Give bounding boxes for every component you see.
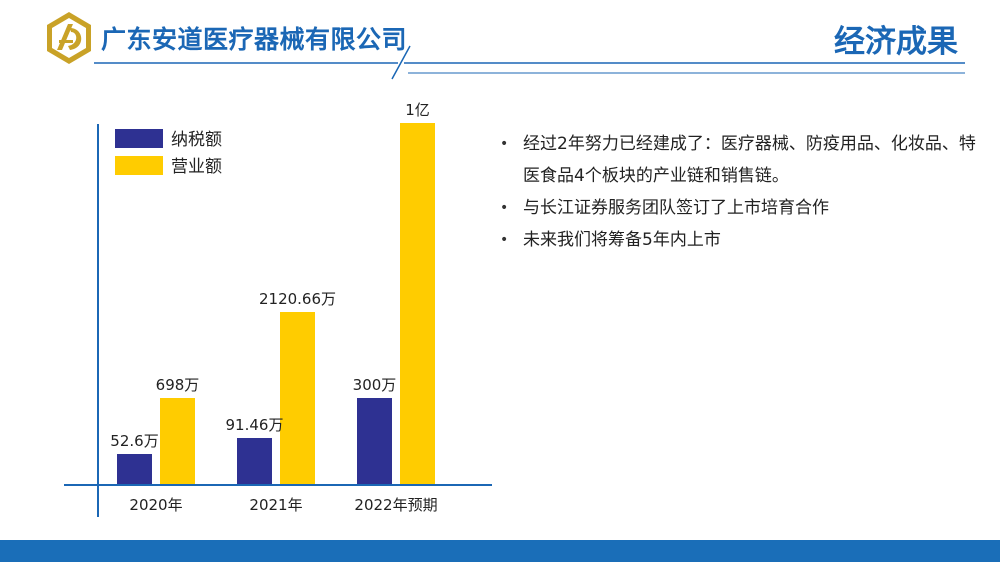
legend-swatch-tax	[115, 129, 163, 148]
data-label-revenue-0: 698万	[156, 376, 200, 394]
data-label-revenue-2: 1亿	[405, 101, 430, 119]
achievement-list: 经过2年努力已经建成了：医疗器械、防疫用品、化妆品、特医食品4个板块的产业链和销…	[498, 128, 978, 256]
legend-label-tax: 纳税额	[171, 130, 222, 150]
bar-tax-2	[357, 398, 392, 484]
bullet-item: 未来我们将筹备5年内上市	[498, 224, 978, 256]
bar-revenue-1	[280, 312, 315, 484]
bar-tax-0	[117, 454, 152, 484]
legend-swatch-revenue	[115, 156, 163, 175]
bar-tax-1	[237, 438, 272, 484]
data-label-tax-1: 91.46万	[226, 416, 284, 434]
data-label-revenue-1: 2120.66万	[259, 290, 336, 308]
x-axis-ticks: 2020年 2021年 2022年预期	[129, 496, 437, 514]
bar-revenue-2	[400, 123, 435, 484]
header-decoration	[94, 45, 965, 80]
bullet-item: 与长江证券服务团队签订了上市培育合作	[498, 192, 978, 224]
bar-revenue-0	[160, 398, 195, 484]
x-tick-label-0: 2020年	[129, 496, 182, 514]
legend-label-revenue: 营业额	[171, 157, 222, 177]
chart-data-labels: 52.6万 91.46万 300万 698万 2120.66万 1亿	[110, 101, 429, 450]
data-label-tax-2: 300万	[353, 376, 397, 394]
page-title: 经济成果	[834, 24, 958, 60]
data-label-tax-0: 52.6万	[110, 432, 158, 450]
x-tick-label-2: 2022年预期	[354, 496, 437, 514]
chart-bars	[117, 123, 435, 484]
bar-chart: 52.6万 91.46万 300万 698万 2120.66万 1亿 2020年 2021年…	[64, 101, 492, 517]
bullet-item: 经过2年努力已经建成了：医疗器械、防疫用品、化妆品、特医食品4个板块的产业链和销…	[498, 128, 978, 192]
header-slash	[391, 45, 411, 80]
chart-legend: 纳税额 营业额	[115, 129, 222, 177]
footer-bar	[0, 540, 1000, 562]
x-tick-label-1: 2021年	[249, 496, 302, 514]
company-logo	[47, 12, 91, 64]
company-name: 广东安道医疗器械有限公司	[101, 25, 408, 54]
